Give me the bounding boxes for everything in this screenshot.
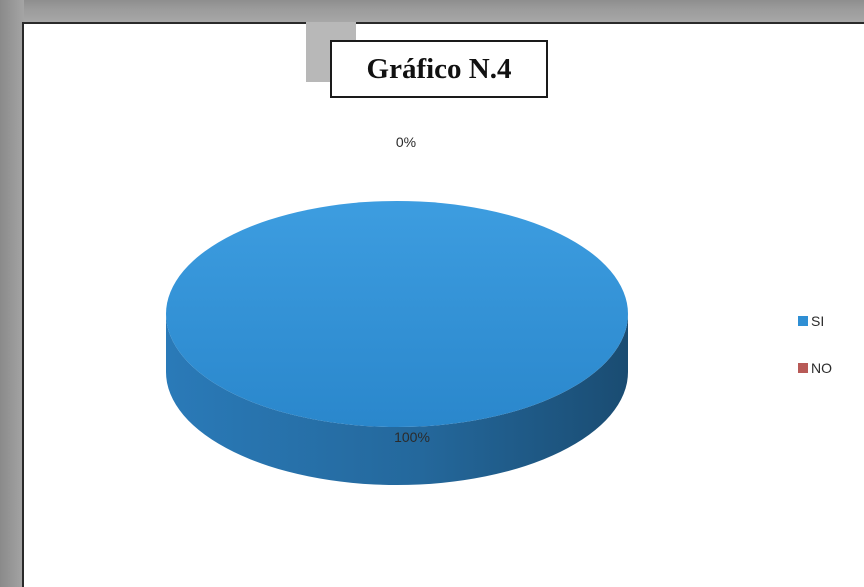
legend: SI NO xyxy=(798,313,832,376)
pie-marks xyxy=(166,201,628,485)
pie-slice-si xyxy=(166,201,628,427)
legend-label-no: NO xyxy=(811,360,832,376)
legend-swatch-si xyxy=(798,316,808,326)
scan-border-top xyxy=(0,0,864,22)
data-label-no: 0% xyxy=(396,134,416,150)
scan-border-left xyxy=(0,0,24,587)
data-label-si: 100% xyxy=(394,429,430,445)
pie-data-labels: 100% 0% xyxy=(394,134,430,445)
legend-swatch-no xyxy=(798,363,808,373)
pie-side-wall xyxy=(166,314,628,485)
legend-label-si: SI xyxy=(811,313,824,329)
chart-title: Gráfico N.4 xyxy=(330,40,548,98)
